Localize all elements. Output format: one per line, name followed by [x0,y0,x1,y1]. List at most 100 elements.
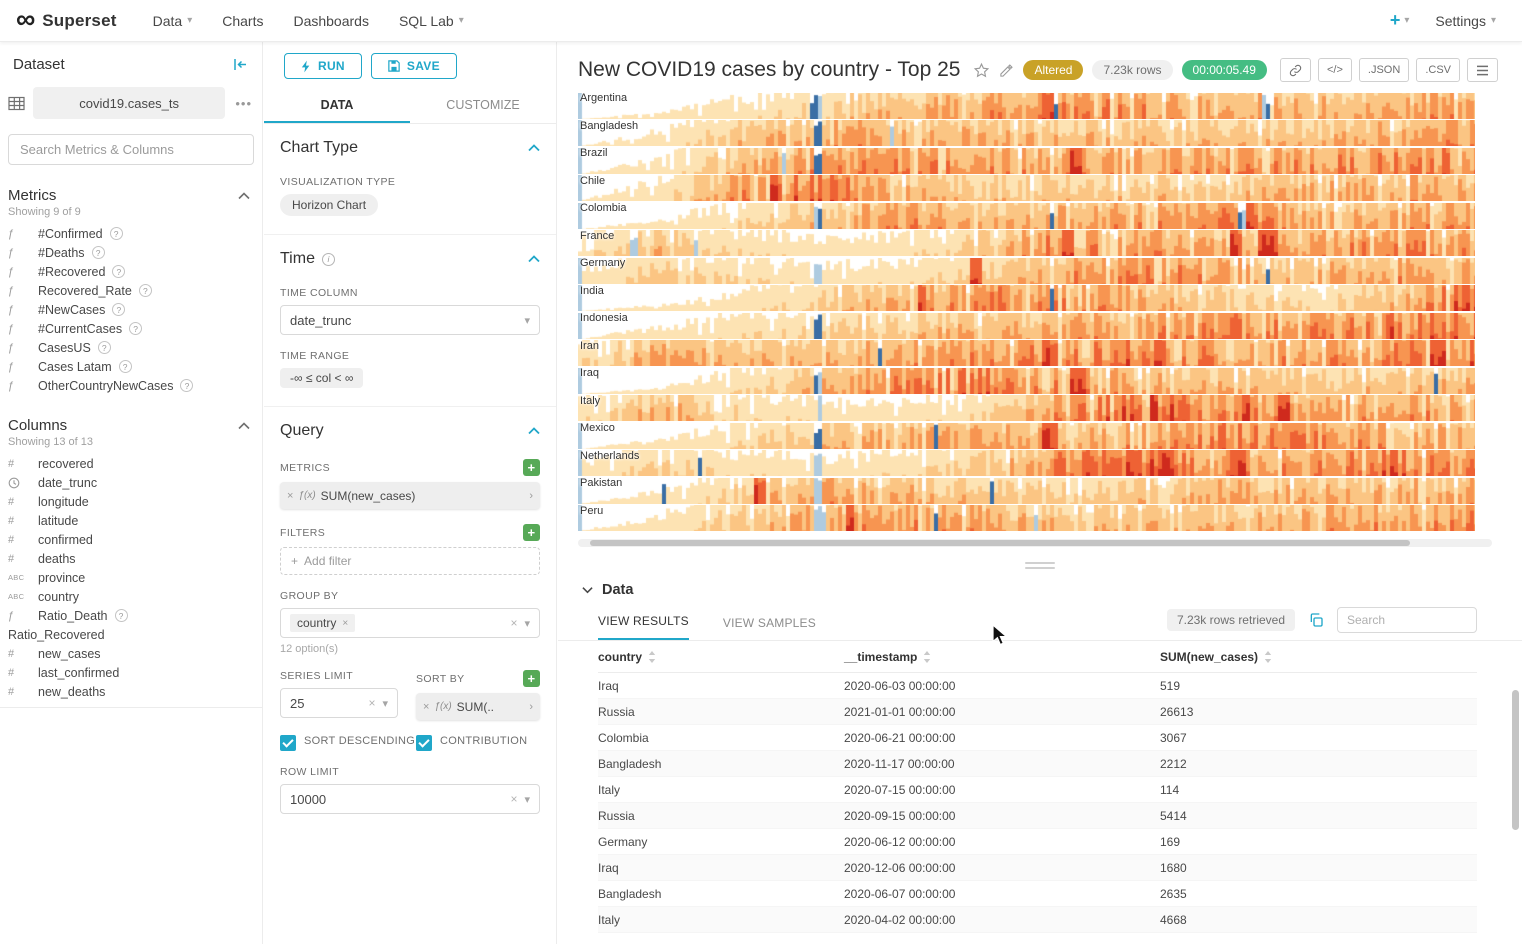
metric-item[interactable]: ƒ #CurrentCases? [0,319,262,338]
dataset-name[interactable]: covid19.cases_ts [33,87,226,119]
table-column-header[interactable]: __timestamp [844,641,1160,672]
chevron-up-icon[interactable] [528,255,540,263]
column-item[interactable]: # recovered [8,456,94,471]
chevron-up-icon[interactable] [238,421,250,430]
row-limit-select[interactable]: 10000 × ▾ [280,784,540,814]
results-search-input[interactable] [1337,607,1477,633]
time-range-value[interactable]: -∞ ≤ col < ∞ [280,368,364,388]
column-item[interactable]: ABC country [8,589,79,604]
export-csv-button[interactable]: .CSV [1416,58,1460,82]
horizon-row[interactable]: Germany [578,257,1475,285]
remove-sort-icon[interactable]: × [423,700,430,713]
metric-item[interactable]: ƒ #NewCases? [0,300,262,319]
chevron-right-icon[interactable]: › [529,700,533,713]
horizon-row[interactable]: India [578,285,1475,313]
remove-metric-icon[interactable]: × [287,489,294,502]
column-item[interactable]: # latitude [8,513,79,528]
settings-menu[interactable]: Settings ▾ [1435,12,1496,29]
scrollbar-thumb[interactable] [1512,690,1519,830]
metric-item[interactable]: ƒ #Confirmed? [0,224,262,243]
metric-item[interactable]: ƒ #Recovered? [0,262,262,281]
column-item[interactable]: # longitude [8,494,89,509]
favorite-star-icon[interactable] [973,62,990,79]
nav-item-sql-lab[interactable]: SQL Lab ▾ [398,12,464,29]
horizon-row[interactable]: Iraq [578,367,1475,395]
column-item[interactable]: date_trunc [0,473,262,492]
sort-descending-checkbox[interactable]: Sort Descending [280,734,416,751]
help-icon[interactable]: ? [109,227,123,240]
chevron-down-icon[interactable] [582,586,593,594]
metric-item[interactable]: ƒ Cases Latam? [0,357,262,376]
embed-code-button[interactable]: </> [1318,58,1352,82]
clear-icon[interactable]: × [510,792,518,806]
copy-link-button[interactable] [1280,58,1311,82]
add-filter-button[interactable]: + Add filter [280,547,540,575]
contribution-checkbox[interactable]: Contribution [416,734,527,751]
viz-type-value[interactable]: Horizon Chart [280,194,379,216]
horizon-row[interactable]: Peru [578,505,1475,533]
add-filter-plus-button[interactable]: + [523,524,540,541]
metric-chip[interactable]: × ƒ(x) SUM(new_cases) › [280,482,540,509]
horizon-row[interactable]: Colombia [578,202,1475,230]
run-button[interactable]: RUN [284,53,362,79]
help-icon[interactable]: ? [114,609,128,622]
help-icon[interactable]: ? [97,341,111,354]
scrollbar-thumb[interactable] [590,540,1410,546]
edit-pencil-icon[interactable] [999,63,1014,78]
chevron-up-icon[interactable] [238,191,250,200]
save-button[interactable]: SAVE [370,53,457,79]
horizon-row[interactable]: Bangladesh [578,120,1475,148]
horizon-chart[interactable]: Argentina Bangladesh Brazil Chile Colombia Fr… [578,92,1475,532]
remove-tag-icon[interactable]: × [342,617,349,629]
group-by-tag[interactable]: country × [290,614,356,632]
column-item[interactable]: # deaths [8,551,76,566]
horizon-row[interactable]: Netherlands [578,450,1475,478]
horizon-row[interactable]: Argentina [578,92,1475,120]
metric-item[interactable]: ƒ #Deaths? [0,243,262,262]
clear-icon[interactable]: × [368,696,376,710]
help-icon[interactable]: ? [129,322,143,335]
nav-item-dashboards[interactable]: Dashboards [293,12,369,29]
vertical-scrollbar[interactable] [1512,678,1519,944]
sort-by-chip[interactable]: × ƒ(x) SUM(.. › [416,693,540,720]
group-by-select[interactable]: country × × ▾ [280,608,540,638]
metric-item[interactable]: ƒ Recovered_Rate? [0,281,262,300]
column-item[interactable]: # confirmed [8,532,93,547]
info-icon[interactable]: i [321,252,335,266]
help-icon[interactable]: ? [91,246,105,259]
nav-item-data[interactable]: Data ▾ [152,12,193,29]
column-item[interactable]: ABC province [8,570,86,585]
tab-view-samples[interactable]: VIEW SAMPLES [722,616,816,630]
chevron-right-icon[interactable]: › [529,489,533,502]
column-item[interactable]: Ratio_Recovered [8,627,105,642]
help-icon[interactable]: ? [138,284,152,297]
checkbox-checked-icon[interactable] [416,735,432,751]
horizon-row[interactable]: Brazil [578,147,1475,175]
checkbox-checked-icon[interactable] [280,735,296,751]
horizon-row[interactable]: Indonesia [578,312,1475,340]
horizon-row[interactable]: Italy [578,395,1475,423]
metric-item[interactable]: ƒ CasesUS? [0,338,262,357]
dataset-more-icon[interactable]: ••• [235,95,252,111]
data-section-title[interactable]: Data [602,582,634,598]
panel-resize-handle[interactable] [1025,562,1055,569]
metrics-columns-search-input[interactable] [8,134,254,165]
column-item[interactable]: # new_deaths [8,684,106,699]
horizon-row[interactable]: Mexico [578,422,1475,450]
horizon-row[interactable]: France [578,230,1475,258]
collapse-panel-icon[interactable] [233,58,248,71]
column-item[interactable]: # last_confirmed [8,665,120,680]
help-icon[interactable]: ? [180,379,194,392]
horizon-row[interactable]: Iran [578,340,1475,368]
column-item[interactable]: # new_cases [8,646,101,661]
superset-logo[interactable]: ∞ Superset [0,5,127,33]
column-item[interactable]: ƒ Ratio_Death? [0,606,262,625]
tab-customize[interactable]: CUSTOMIZE [446,98,520,112]
tab-data[interactable]: DATA [264,88,410,123]
add-metric-button[interactable]: + [523,459,540,476]
more-menu-button[interactable] [1467,58,1498,82]
table-column-header[interactable]: SUM(new_cases) [1160,641,1477,672]
time-column-select[interactable]: date_trunc ▾ [280,305,540,335]
help-icon[interactable]: ? [112,265,126,278]
altered-badge[interactable]: Altered [1023,60,1084,80]
